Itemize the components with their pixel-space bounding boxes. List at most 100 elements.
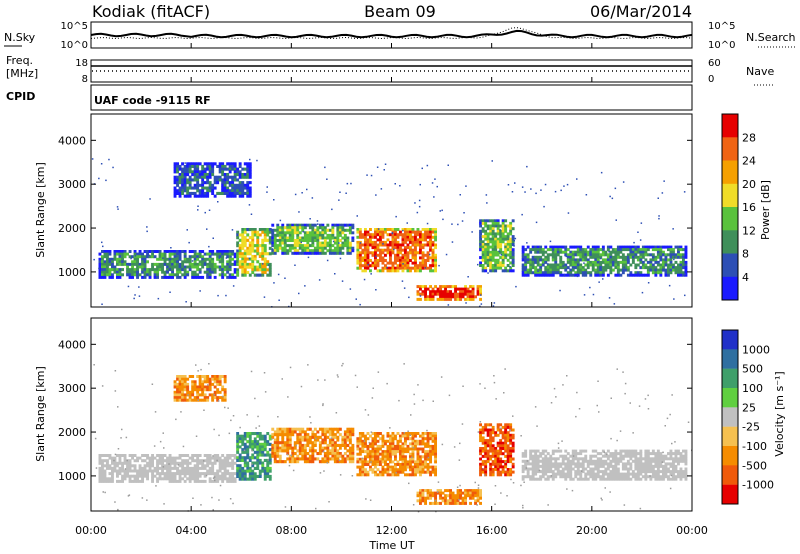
power-echo-cell [208, 170, 212, 174]
power-echo-cell [186, 164, 190, 168]
power-echo-cell [323, 231, 327, 235]
velocity-echo-cell [216, 472, 220, 476]
power-echo-cell [131, 273, 134, 277]
velocity-echo-cell [384, 470, 387, 474]
power-echo-cell [364, 269, 367, 273]
power-echo-cell [511, 240, 515, 244]
velocity-echo-cell [151, 461, 154, 465]
power-echo-cell [196, 265, 200, 269]
velocity-echo-cell [301, 449, 305, 453]
velocity-echo-cell [343, 441, 347, 445]
velocity-echo-cell [258, 445, 262, 449]
power-echo-cell [233, 191, 237, 195]
velocity-echo-cell [141, 469, 144, 473]
power-echo-cell [494, 269, 498, 273]
power-echo-cell [564, 248, 568, 252]
velocity-echo-cell [376, 439, 380, 443]
power-echo-cell [221, 270, 225, 274]
velocity-echo-cell [561, 457, 565, 461]
power-echo-cell [266, 268, 270, 272]
velocity-echo-cell [173, 390, 177, 394]
power-echo-cell [424, 253, 427, 257]
power-echo-cell [381, 259, 385, 262]
power-echo-cell [218, 252, 222, 256]
power-echo-cell [591, 250, 595, 254]
power-echo-cell [667, 248, 670, 252]
power-echo-cell [634, 250, 638, 254]
power-speckle-point [185, 301, 187, 303]
power-echo-cell [248, 246, 252, 250]
velocity-echo-cell [283, 446, 287, 450]
power-echo-cell [421, 233, 425, 237]
power-echo-cell [321, 223, 325, 227]
power-echo-cell [499, 240, 503, 244]
power-speckle-point [359, 242, 362, 244]
power-echo-cell [409, 251, 412, 255]
velocity-echo-cell [231, 479, 235, 483]
velocity-echo-cell [494, 465, 498, 469]
power-echo-cell [226, 250, 230, 253]
velocity-echo-cell [298, 452, 302, 456]
velocity-echo-cell [321, 449, 325, 453]
velocity-echo-cell [253, 440, 257, 444]
velocity-echo-cell [348, 438, 352, 442]
velocity-echo-cell [336, 452, 340, 456]
velocity-echo-cell [276, 443, 280, 447]
velocity-echo-cell [566, 470, 570, 474]
power-echo-cell [148, 270, 152, 274]
power-echo-cell [496, 253, 500, 257]
power-echo-cell [529, 266, 533, 270]
power-echo-cell [198, 194, 202, 198]
power-echo-cell [599, 268, 603, 272]
velocity-echo-cell [376, 447, 380, 451]
power-echo-cell [198, 162, 202, 166]
power-echo-cell [411, 248, 415, 252]
velocity-echo-cell [308, 460, 312, 464]
velocity-echo-cell [534, 462, 538, 466]
power-echo-cell [479, 232, 482, 236]
velocity-echo-cell [404, 463, 407, 466]
power-echo-cell [376, 248, 380, 252]
nave-tick-bottom: 0 [708, 74, 714, 85]
power-echo-cell [416, 285, 420, 289]
velocity-echo-cell [584, 454, 588, 458]
velocity-echo-cell [404, 447, 407, 451]
power-echo-cell [308, 233, 312, 237]
velocity-echo-cell [524, 467, 528, 471]
power-echo-cell [286, 226, 290, 230]
velocity-echo-cell [183, 454, 187, 457]
velocity-echo-cell [306, 460, 310, 464]
power-speckle-point [514, 237, 517, 240]
power-echo-cell [484, 229, 488, 233]
power-echo-cell [141, 268, 144, 272]
velocity-echo-cell [258, 437, 262, 441]
velocity-echo-cell [364, 450, 367, 454]
power-echo-cell [531, 255, 535, 259]
power-speckle-point [170, 247, 172, 249]
power-echo-cell [263, 257, 267, 261]
power-echo-cell [659, 271, 663, 275]
power-echo-cell [414, 230, 417, 234]
velocity-echo-cell [501, 452, 505, 456]
power-echo-cell [674, 268, 678, 272]
velocity-echo-cell [416, 455, 420, 459]
power-echo-cell [238, 262, 242, 266]
velocity-echo-cell [263, 458, 267, 462]
power-echo-cell [434, 238, 437, 242]
power-echo-cell [213, 268, 217, 272]
power-echo-cell [496, 264, 500, 267]
power-echo-cell [421, 243, 425, 247]
power-echo-cell [361, 259, 365, 262]
power-echo-cell [273, 251, 277, 255]
power-echo-cell [263, 260, 267, 264]
velocity-echo-cell [591, 462, 595, 466]
velocity-echo-cell [286, 430, 290, 434]
power-echo-cell [161, 275, 164, 279]
velocity-echo-cell [431, 439, 435, 443]
velocity-echo-cell [166, 456, 169, 460]
power-echo-cell [556, 271, 560, 275]
power-echo-cell [196, 164, 200, 168]
power-echo-cell [396, 266, 400, 270]
velocity-echo-cell [499, 460, 503, 464]
noise-right-tick-top: 10^5 [708, 21, 735, 32]
